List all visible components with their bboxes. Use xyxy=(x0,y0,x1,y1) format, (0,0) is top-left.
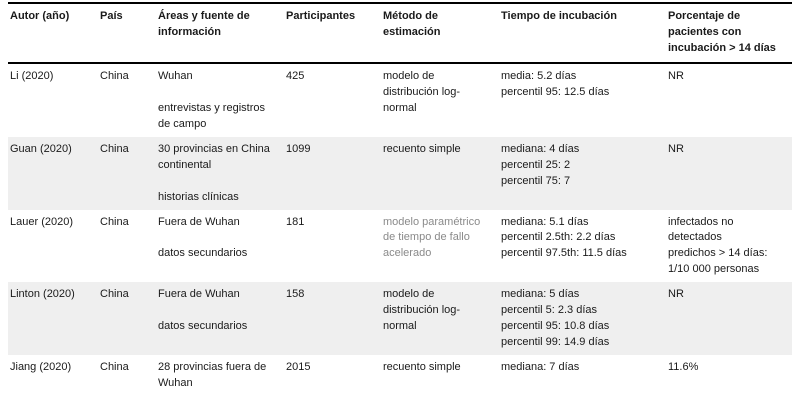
cell-porcentaje: NR xyxy=(668,288,684,301)
cell-participantes: 158 xyxy=(286,288,305,301)
cell-metodo: modelo de distribución log-normal xyxy=(383,70,461,114)
table-row: Guan (2020) China 30 provincias en China… xyxy=(8,136,792,210)
cell-porcentaje: 11.6% xyxy=(668,361,699,373)
cell-pais: China xyxy=(100,142,129,155)
cell-participantes: 1099 xyxy=(286,142,311,155)
col-header-metodo: Método de estimación xyxy=(383,3,501,64)
cell-tiempo: mediana: 5 días percentil 5: 2.3 días pe… xyxy=(501,288,610,349)
cell-pais: China xyxy=(100,215,129,228)
cell-autor: Guan (2020) xyxy=(10,142,72,155)
col-header-tiempo: Tiempo de incubación xyxy=(501,3,668,64)
col-header-porcentaje: Porcentaje de pacientes con incubación >… xyxy=(668,3,792,64)
cell-pais: China xyxy=(100,361,129,373)
cell-metodo: recuento simple xyxy=(383,361,461,373)
cell-autor: Lauer (2020) xyxy=(10,215,73,228)
cell-participantes: 181 xyxy=(286,215,305,228)
cell-metodo: modelo de distribución log-normal xyxy=(383,288,461,333)
cell-tiempo: mediana: 4 días percentil 25: 2 percenti… xyxy=(501,142,580,187)
table-row: Lauer (2020) China Fuera de Wuhan datos … xyxy=(8,210,792,283)
table-row: Linton (2020) China Fuera de Wuhan datos… xyxy=(8,282,792,355)
cell-areas-fuente: Fuera de Wuhan datos secundarios xyxy=(158,215,248,260)
cell-areas-fuente: Wuhan entrevistas y registros de campo xyxy=(158,70,265,130)
cell-tiempo: mediana: 7 días xyxy=(501,361,580,373)
col-header-areas-fuente: Áreas y fuente de información xyxy=(158,3,286,64)
cell-tiempo: media: 5.2 días percentil 95: 12.5 días xyxy=(501,70,610,98)
col-header-participantes: Participantes xyxy=(286,3,383,64)
table-body: Li (2020) China Wuhan entrevistas y regi… xyxy=(8,63,792,410)
incubation-studies-table: Autor (año) País Áreas y fuente de infor… xyxy=(8,2,792,410)
cell-participantes: 425 xyxy=(286,70,305,82)
cell-autor: Jiang (2020) xyxy=(10,361,72,373)
cell-tiempo: mediana: 5.1 días percentil 2.5th: 2.2 d… xyxy=(501,215,627,260)
header-row: Autor (año) País Áreas y fuente de infor… xyxy=(8,3,792,64)
cell-areas-fuente: 30 provincias en China continental histo… xyxy=(158,142,270,203)
col-header-autor: Autor (año) xyxy=(8,3,100,64)
cell-pais: China xyxy=(100,70,129,82)
table-row: Jiang (2020) China 28 provincias fuera d… xyxy=(8,355,792,410)
cell-metodo: modelo paramétrico de tiempo de fallo ac… xyxy=(383,215,481,260)
cell-areas-fuente: 28 provincias fuera de Wuhan fichas de r… xyxy=(158,361,267,410)
cell-metodo: recuento simple xyxy=(383,142,461,155)
cell-pais: China xyxy=(100,288,129,301)
cell-participantes: 2015 xyxy=(286,361,311,373)
table-row: Li (2020) China Wuhan entrevistas y regi… xyxy=(8,63,792,137)
cell-autor: Li (2020) xyxy=(10,70,54,82)
cell-porcentaje: NR xyxy=(668,142,684,155)
table-header: Autor (año) País Áreas y fuente de infor… xyxy=(8,3,792,64)
cell-autor: Linton (2020) xyxy=(10,288,75,301)
cell-areas-fuente: Fuera de Wuhan datos secundarios xyxy=(158,288,248,333)
cell-porcentaje: NR xyxy=(668,70,684,82)
col-header-pais: País xyxy=(100,3,158,64)
cell-porcentaje: infectados no detectados predichos > 14 … xyxy=(668,215,768,276)
